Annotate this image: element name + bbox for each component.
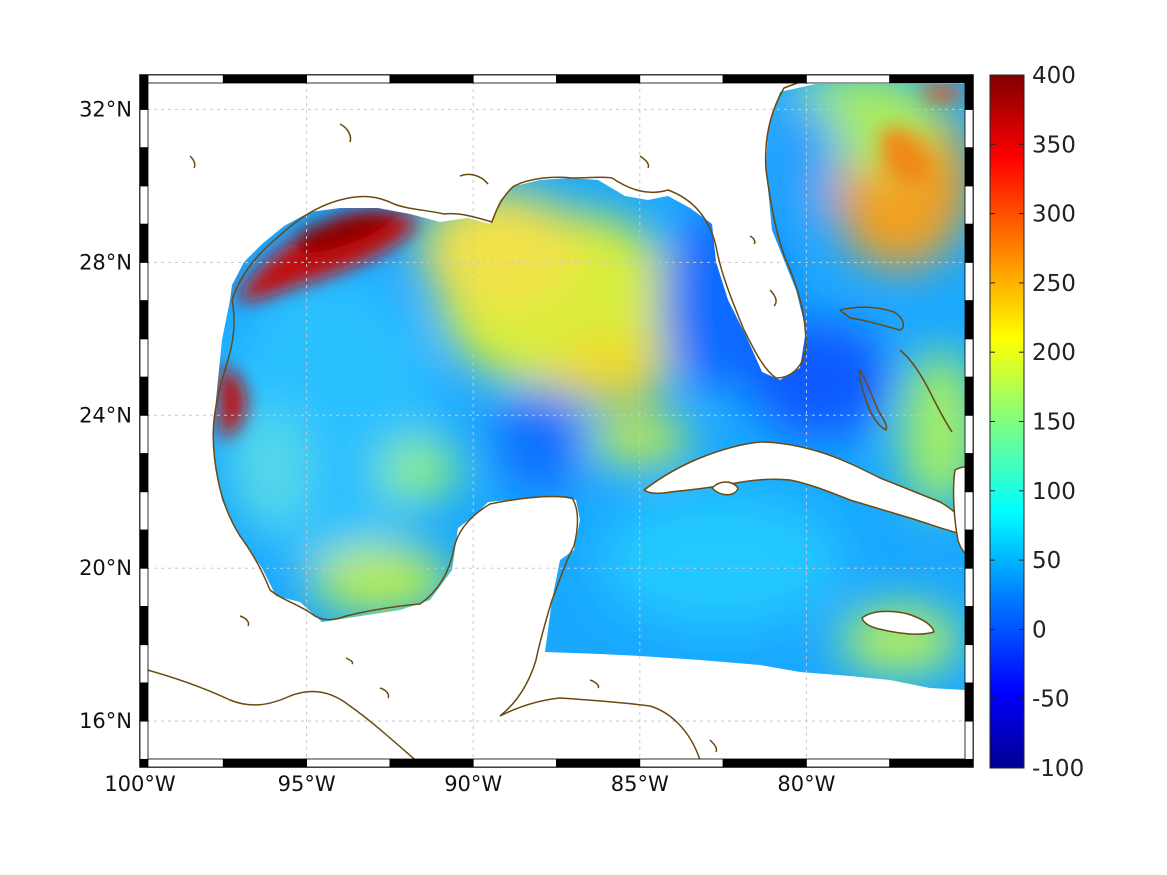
yucatan-islands [189,123,777,753]
longitude-tick-label: 85°W [611,772,669,796]
frame-segment [964,376,974,416]
central-america-coast [140,667,421,765]
frame-segment [139,758,224,768]
colorbar-tick-label: 350 [1032,132,1076,158]
frame-segment [964,338,974,378]
frame-segment [964,758,974,768]
frame-segment [306,758,391,768]
data-field [214,84,965,690]
colorbar-tick-label: 300 [1032,202,1076,228]
bahamas-eleuthera [899,349,953,433]
frame-segment [472,758,557,768]
map-frame [139,74,974,768]
frame-segment [964,223,974,263]
frame-segment [722,758,807,768]
frame-segment [889,758,974,768]
frame-segment [139,758,149,768]
frame-segment [139,491,149,531]
frame-segment [139,453,149,493]
frame-segment [139,74,224,84]
frame-segment [139,529,149,569]
frame-segment [964,74,974,110]
colorbar-tick-label: 150 [1032,410,1076,436]
honduras-coast [499,697,701,761]
longitude-labels: 100°W 95°W 90°W 85°W 80°W [104,772,835,796]
frame-segment [556,758,641,768]
frame-segment [964,491,974,531]
frame-segment [139,185,149,225]
longitude-tick-label: 95°W [278,772,336,796]
frame-segment [964,453,974,493]
latitude-tick-label: 20°N [79,556,132,580]
frame-segment [964,109,974,149]
longitude-tick-label: 100°W [104,772,176,796]
frame-segment [556,74,641,84]
latitude-tick-label: 32°N [79,97,132,121]
frame-segment [964,644,974,684]
frame-segment [139,414,149,454]
frame-segment [964,606,974,646]
frame-segment [139,74,149,110]
frame-segment [139,338,149,378]
longitude-tick-label: 80°W [777,772,835,796]
frame-segment [964,147,974,187]
frame-segment [139,223,149,263]
florida-coast [611,75,817,379]
frame-segment [139,261,149,301]
frame-segment [964,682,974,722]
frame-segment [222,74,308,84]
frame-segment [889,74,974,84]
northern-gulf-coast [231,176,613,301]
frame-segment [722,74,807,84]
western-gulf-coast [212,299,579,717]
colorbar-tick-label: -50 [1032,687,1070,713]
colorbar-tick-label: -100 [1032,756,1084,782]
frame-segment [964,529,974,569]
frame-segment [139,376,149,416]
frame-segment [389,74,474,84]
frame-segment [139,567,149,607]
frame-segment [389,758,474,768]
latitude-labels: 32°N 28°N 24°N 20°N 16°N [79,97,132,733]
latitude-tick-label: 28°N [79,250,132,274]
colorbar-tick-label: 250 [1032,271,1076,297]
longitude-tick-label: 90°W [444,772,502,796]
frame-segment [964,261,974,301]
colorbar: 400 350 300 250 200 150 100 50 0 -50 -100 [989,63,1084,782]
bahamas-andros [858,369,888,431]
frame-segment [639,74,724,84]
frame-segment [472,74,557,84]
frame-segment [964,300,974,340]
frame-segment [306,74,391,84]
frame-segment [139,300,149,340]
isle-of-youth [711,481,739,496]
frame-segment [806,74,891,84]
frame-segment [639,758,724,768]
frame-segment [139,109,149,149]
colorbar-tick-label: 50 [1032,548,1061,574]
colorbar-tick-label: 0 [1032,617,1047,643]
latitude-tick-label: 24°N [79,403,132,427]
bahamas-grand [839,306,905,331]
colorbar-tick-label: 200 [1032,340,1076,366]
frame-segment [139,720,149,760]
frame-segment [806,758,891,768]
frame-segment [139,644,149,684]
jamaica [861,610,935,635]
colorbar-tick-label: 100 [1032,479,1076,505]
latitude-tick-label: 16°N [79,709,132,733]
coastlines [140,75,973,765]
frame-segment [139,147,149,187]
frame-segment [139,682,149,722]
frame-segment [964,720,974,760]
graticule [140,75,973,767]
frame-segment [964,414,974,454]
frame-segment [139,606,149,646]
colorbar-tick-label: 400 [1032,63,1076,89]
frame-segment [964,185,974,225]
frame-segment [964,567,974,607]
colorbar-gradient [989,74,1025,769]
frame-segment [222,758,308,768]
